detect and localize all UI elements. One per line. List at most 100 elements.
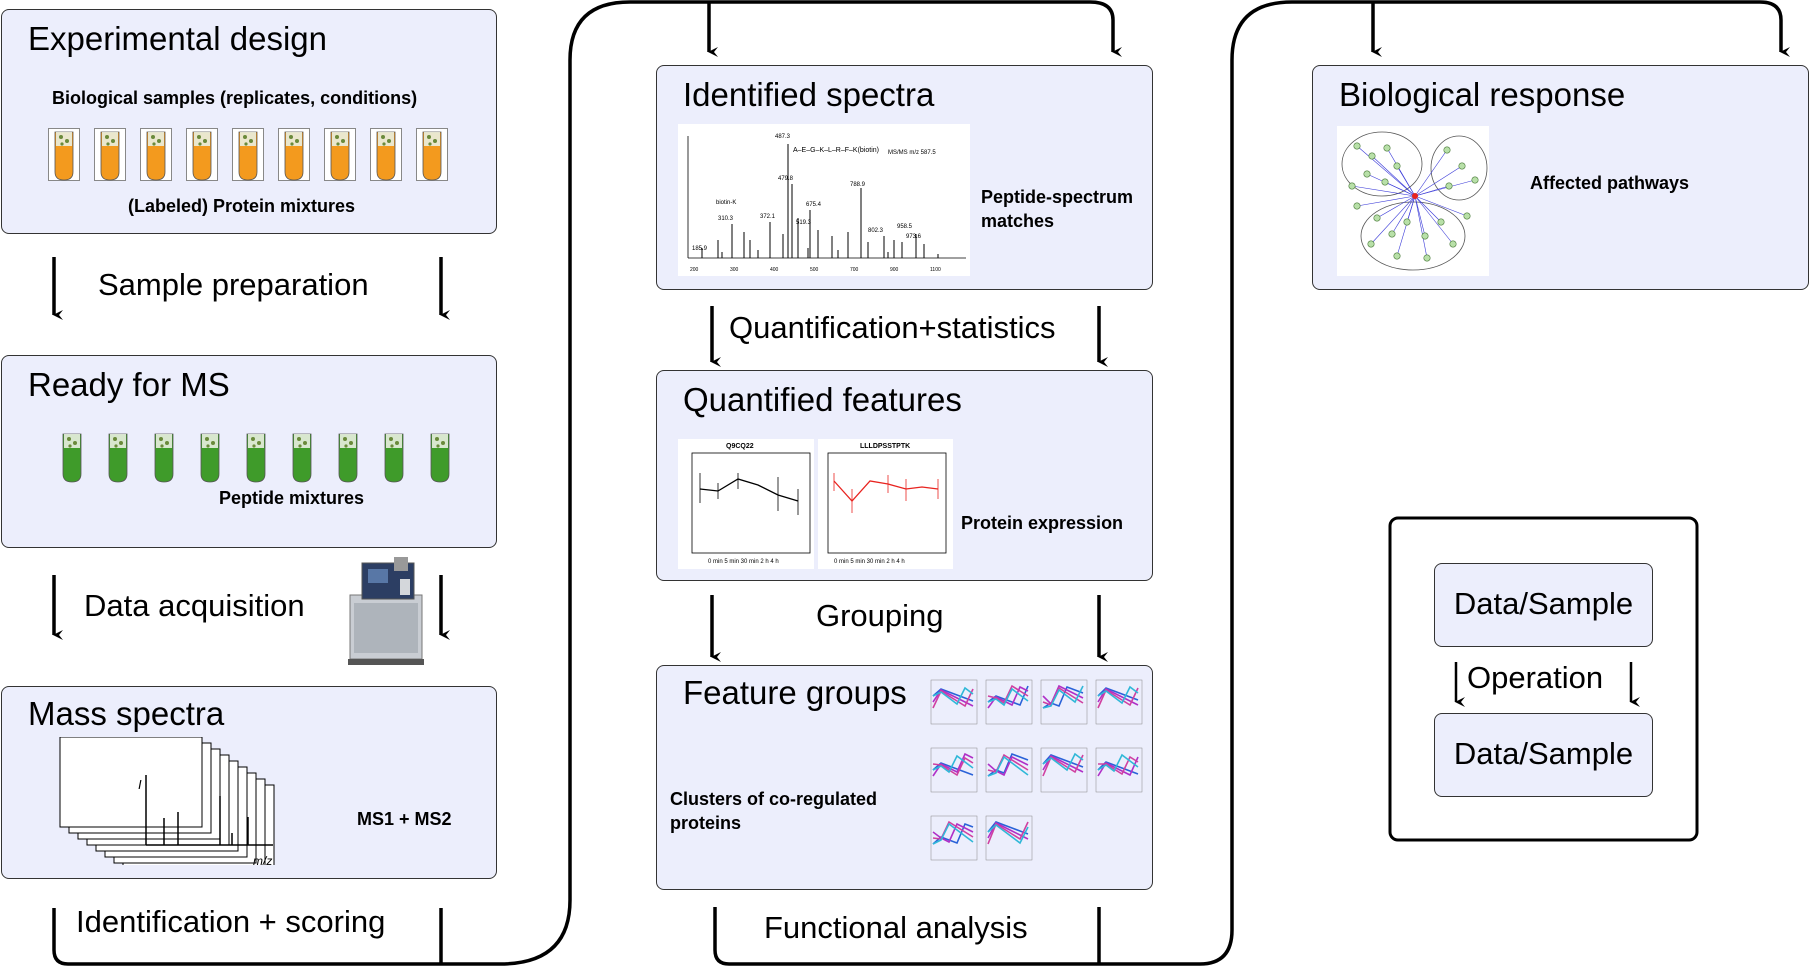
legend-data-bottom: Data/Sample — [1434, 713, 1653, 797]
annotated-spectrum-image: MS/MS m/z 587.5 487.3 479.8 788.9 biotin… — [678, 124, 970, 276]
connector-functional-left — [713, 907, 1200, 966]
sample-tube-icon — [108, 433, 128, 483]
sample-tube-icon — [154, 433, 174, 483]
sample-tube-icon — [232, 128, 264, 181]
connector-loop-right — [1199, 0, 1790, 966]
svg-text:788.9: 788.9 — [850, 182, 866, 188]
cluster-panels-image — [927, 672, 1147, 884]
network-node — [1383, 144, 1391, 152]
cluster-panel — [1095, 747, 1143, 793]
sample-tube-icon — [278, 128, 310, 181]
cluster-panel — [930, 679, 978, 725]
expression-plot-red: LLLDPSSTPTK 0 min 5 min 30 min 2 h 4 h — [818, 439, 953, 569]
sample-tube-icon — [140, 128, 172, 181]
network-edge — [1351, 185, 1416, 197]
box-text: MS1 + MS2 — [357, 809, 452, 829]
box-text: Peptide mixtures — [219, 488, 365, 508]
box-title: Ready for MS — [28, 366, 230, 403]
expression-plot-black: Q9CQ22 0 min 5 min 30 min 2 h 4 h — [678, 439, 814, 569]
step-identification: Identification + scoring — [76, 904, 386, 939]
svg-text:675.4: 675.4 — [806, 202, 822, 208]
network-edge — [1396, 165, 1416, 197]
cluster-panel — [985, 815, 1033, 861]
cluster-panel — [985, 747, 1033, 793]
svg-text:0 min 5 min 30 min 2 h 4: 0 min 5 min 30 min 2 h 4 h — [834, 559, 905, 565]
network-node — [1403, 218, 1411, 226]
pathway-network-image — [1337, 126, 1489, 276]
box-text: Clusters of co-regulated — [670, 789, 878, 809]
step-functional-analysis: Functional analysis — [764, 910, 1028, 945]
step-quantification: Quantification+statistics — [729, 310, 1056, 345]
box-title: Identified spectra — [683, 76, 935, 113]
plot-title: LLLDPSSTPTK — [860, 443, 910, 450]
axis-label-intensity: I — [138, 777, 142, 792]
network-node — [1463, 212, 1471, 220]
network-node — [1368, 152, 1376, 160]
box-text: Biological samples (replicates, conditio… — [52, 88, 418, 108]
network-edge — [1414, 195, 1454, 245]
legend-label: Data/Sample — [1453, 586, 1634, 621]
network-edge — [1370, 195, 1416, 245]
svg-text:200: 200 — [690, 267, 699, 273]
sample-tube-icon — [416, 128, 448, 181]
network-edge — [1356, 195, 1416, 207]
network-node — [1373, 214, 1381, 222]
network-node — [1353, 202, 1361, 210]
network-edge — [1414, 195, 1428, 259]
svg-text:900: 900 — [890, 267, 899, 273]
svg-text:487.3: 487.3 — [775, 134, 791, 140]
box-mass-spectra: Mass spectra I m/z MS1 + MS2 — [1, 686, 497, 879]
network-edge — [1371, 155, 1416, 197]
svg-text:300: 300 — [730, 267, 739, 273]
box-quantified-features: Quantified features Q9CQ22 0 min 5 min 3… — [656, 370, 1153, 581]
svg-text:479.8: 479.8 — [778, 176, 794, 182]
network-node — [1388, 230, 1396, 238]
svg-text:973.6: 973.6 — [906, 234, 922, 240]
sample-tube-icon — [246, 433, 266, 483]
legend-frame — [1388, 516, 1699, 842]
box-experimental-design: Experimental design Biological samples (… — [1, 9, 497, 234]
box-text: proteins — [670, 813, 742, 833]
network-edge — [1414, 195, 1468, 217]
svg-text:372.1: 372.1 — [760, 214, 776, 220]
cluster-panel — [930, 747, 978, 793]
svg-text:biotin-K: biotin-K — [716, 200, 736, 206]
step-grouping: Grouping — [816, 598, 944, 633]
svg-text:1100: 1100 — [930, 267, 941, 273]
box-text: Peptide-spectrum — [981, 187, 1134, 207]
svg-text:519.3: 519.3 — [796, 220, 812, 226]
network-edge — [1414, 165, 1463, 197]
network-node — [1471, 176, 1479, 184]
box-text: (Labeled) Protein mixtures — [128, 196, 356, 216]
network-node — [1353, 142, 1361, 150]
step-sample-preparation: Sample preparation — [98, 267, 369, 302]
sample-tube-icon — [48, 128, 80, 181]
svg-text:700: 700 — [850, 267, 859, 273]
mass-spectrometer-image — [348, 557, 424, 665]
network-node — [1367, 240, 1375, 248]
sample-tube-icon — [94, 128, 126, 181]
network-edge — [1356, 145, 1416, 197]
network-edge — [1414, 149, 1448, 197]
legend-label: Data/Sample — [1453, 736, 1634, 771]
spectrum-sheet — [59, 737, 203, 828]
box-ready-for-ms: Ready for MS Peptide mixtures — [1, 355, 497, 548]
network-node — [1437, 218, 1445, 226]
network-node — [1443, 146, 1451, 154]
network-edge — [1396, 195, 1416, 257]
legend-operation: Operation — [1467, 660, 1604, 695]
sample-tube-icon — [384, 433, 404, 483]
svg-text:500: 500 — [810, 267, 819, 273]
box-text: Protein expression — [961, 513, 1124, 533]
svg-text:310.3: 310.3 — [718, 216, 734, 222]
spectra-stack-image — [59, 737, 275, 865]
plot-title: Q9CQ22 — [726, 443, 754, 450]
network-edge — [1384, 181, 1416, 197]
cluster-panel — [985, 679, 1033, 725]
box-title: Feature groups — [683, 674, 907, 711]
svg-text:958.5: 958.5 — [897, 224, 913, 230]
network-node — [1348, 182, 1356, 190]
network-node — [1393, 252, 1401, 260]
sample-tube-icon — [338, 433, 358, 483]
